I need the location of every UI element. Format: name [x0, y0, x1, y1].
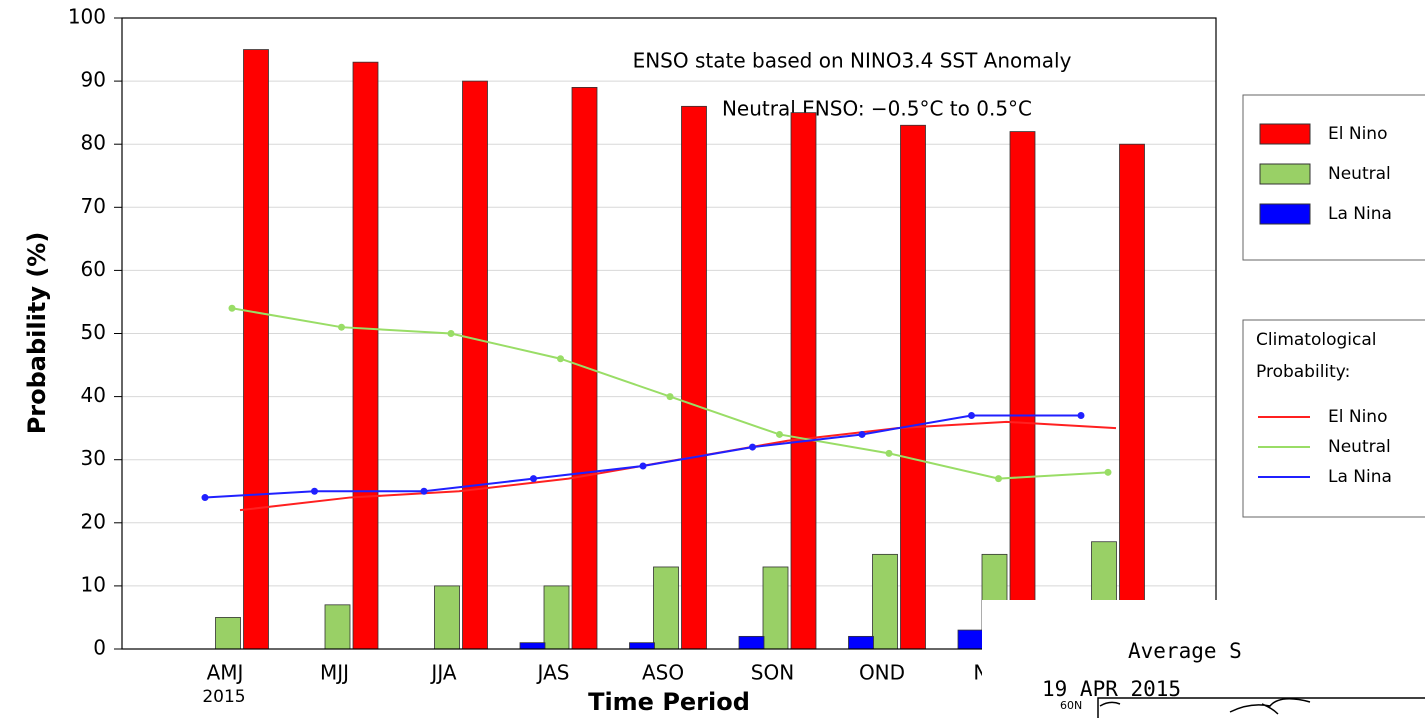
bar [462, 80, 488, 650]
bar [519, 642, 546, 650]
line-marker [447, 330, 455, 337]
legend-title: Climatological [1256, 330, 1377, 350]
y-tick-label: 20 [81, 509, 106, 533]
coastline [1099, 698, 1311, 715]
legend-label: Neutral [1328, 164, 1391, 184]
legend-swatch [1259, 203, 1311, 225]
legend-label: La Nina [1328, 204, 1392, 224]
plot-frame [121, 17, 1217, 650]
x-tick-label: AMJ [207, 661, 244, 685]
line-marker [228, 304, 236, 312]
climatology-line [204, 414, 1081, 499]
bar [1009, 131, 1036, 650]
x-tick-label: ASO [642, 661, 684, 685]
legend-label: El Nino [1328, 407, 1387, 427]
legend-swatch [1259, 163, 1311, 185]
legend-label: La Nina [1328, 467, 1392, 487]
y-tick-label: 90 [81, 68, 106, 92]
inset-date: 19 APR 2015 [1042, 677, 1181, 701]
bar [571, 87, 598, 650]
y-tick-label: 0 [93, 636, 106, 660]
bar [848, 635, 874, 650]
bar [872, 553, 898, 650]
line-marker [1104, 468, 1112, 476]
x-tick-label: SON [751, 661, 794, 685]
line-marker [776, 430, 783, 438]
line-marker [557, 355, 564, 363]
line-marker [1077, 412, 1085, 420]
x-sublabel: 2015 [202, 687, 245, 707]
bar [629, 642, 655, 650]
legend-box [1242, 94, 1425, 261]
x-axis-title: Time Period [588, 688, 750, 716]
annotation: ENSO state based on NINO3.4 SST Anomaly [633, 49, 1072, 73]
annotation: Neutral ENSO: −0.5°C to 0.5°C [722, 97, 1032, 121]
line-marker [530, 475, 537, 483]
bar [215, 617, 241, 650]
legend-label: El Nino [1328, 124, 1387, 144]
x-tick-label: JJA [429, 661, 456, 685]
bar [790, 112, 817, 650]
x-tick-label: OND [859, 661, 905, 685]
bar [957, 629, 984, 650]
line-marker [201, 494, 209, 502]
annotations: ENSO state based on NINO3.4 SST Anomaly … [633, 49, 1072, 121]
bar [900, 124, 926, 650]
line-marker [338, 323, 345, 331]
inset-title: Average S [1128, 639, 1242, 663]
lat-label: 60N [1060, 699, 1082, 712]
line-marker [995, 475, 1002, 483]
legend-subtitle: Probability: [1256, 362, 1350, 382]
line-marker [311, 487, 318, 495]
line-marker [858, 430, 866, 438]
bar [434, 585, 460, 650]
bar [324, 604, 351, 650]
y-tick-label: 50 [81, 320, 106, 344]
y-tick-label: 40 [81, 383, 106, 407]
bar [1119, 143, 1145, 650]
legend-label: Neutral [1328, 437, 1391, 457]
line-marker [666, 393, 674, 401]
line-marker [885, 449, 893, 457]
line-marker [420, 487, 428, 495]
bar [653, 566, 679, 650]
x-tick-label: MJJ [320, 661, 349, 685]
bar [681, 105, 707, 650]
line-marker [749, 443, 756, 451]
x-tick-label: JAS [536, 661, 570, 685]
line-marker [639, 462, 647, 470]
y-tick-label: 60 [81, 257, 106, 281]
bar [738, 635, 765, 650]
line-marker [968, 412, 975, 420]
y-tick-label: 30 [81, 446, 106, 470]
y-tick-label: 100 [68, 5, 106, 29]
y-tick-label: 80 [81, 131, 106, 155]
legend-box [1242, 319, 1425, 518]
y-tick-label: 70 [81, 194, 106, 218]
legend-swatch [1259, 123, 1311, 145]
y-axis-title: Probability (%) [23, 232, 51, 435]
bar [543, 585, 570, 650]
map-frame [1097, 697, 1425, 722]
bar [243, 49, 269, 650]
bar [352, 61, 379, 650]
y-tick-label: 10 [81, 572, 106, 596]
bar [762, 566, 789, 650]
